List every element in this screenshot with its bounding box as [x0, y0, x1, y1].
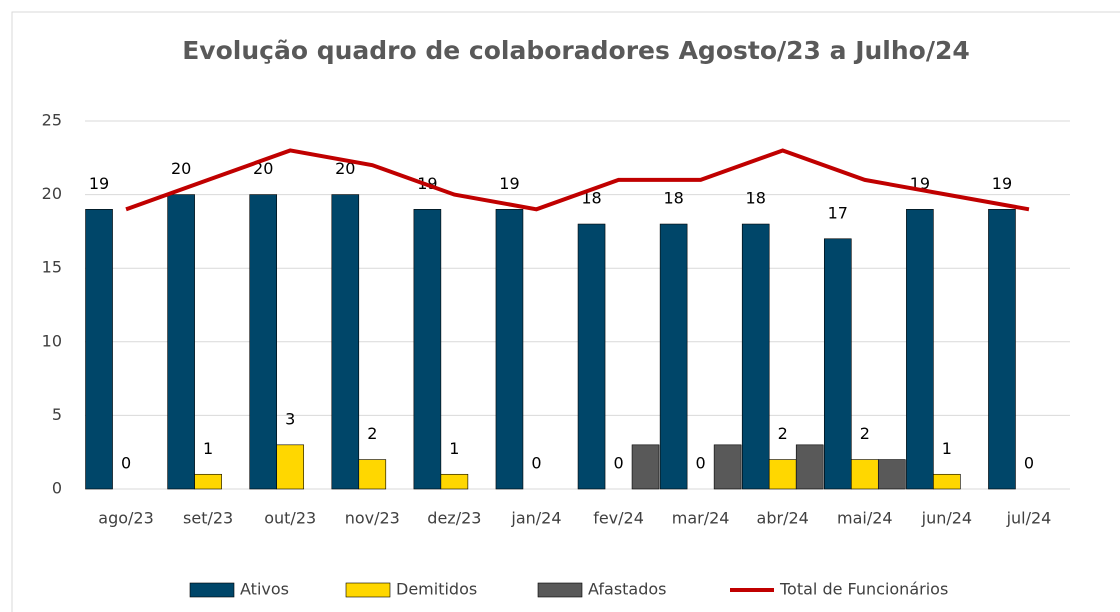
- y-tick-label: 10: [42, 331, 62, 350]
- y-tick-label: 15: [42, 258, 62, 277]
- legend-label: Demitidos: [396, 580, 477, 599]
- data-label: 2: [778, 424, 788, 443]
- bar: [823, 238, 852, 490]
- legend-label: Afastados: [588, 580, 667, 599]
- bar: [713, 444, 742, 490]
- data-label: 1: [449, 439, 459, 458]
- bar: [276, 444, 305, 490]
- chart-frame: [11, 11, 1120, 612]
- x-tick-label: mar/24: [672, 509, 730, 528]
- data-label: 2: [367, 424, 377, 443]
- line: [125, 148, 1030, 212]
- legend-swatch: [537, 582, 583, 598]
- data-label: 18: [746, 189, 766, 208]
- data-label: 20: [171, 159, 191, 178]
- x-tick-label: fev/24: [593, 509, 644, 528]
- bar: [249, 194, 278, 490]
- x-tick-label: jul/24: [1006, 509, 1052, 528]
- bar: [358, 459, 387, 490]
- bar: [194, 473, 222, 490]
- x-tick-label: set/23: [183, 509, 233, 528]
- x-tick-label: nov/23: [345, 509, 400, 528]
- x-tick-label: jun/24: [921, 509, 972, 528]
- bar: [659, 223, 688, 490]
- legend-swatch: [189, 582, 235, 598]
- data-label: 1: [203, 439, 213, 458]
- bar: [495, 209, 524, 490]
- bar: [741, 223, 770, 490]
- x-tick-label: out/23: [264, 509, 316, 528]
- y-tick-label: 20: [42, 184, 62, 203]
- bar: [768, 459, 797, 490]
- x-tick-label: dez/23: [427, 509, 481, 528]
- x-tick-label: ago/23: [98, 509, 154, 528]
- legend-label: Ativos: [240, 580, 289, 599]
- data-label: 0: [121, 454, 131, 473]
- x-tick-label: abr/24: [757, 509, 809, 528]
- bar: [795, 444, 824, 490]
- y-tick-label: 25: [42, 111, 62, 130]
- bar: [167, 194, 195, 490]
- bar: [331, 194, 360, 490]
- bar: [413, 209, 442, 490]
- data-label: 2: [860, 424, 870, 443]
- bar: [440, 473, 469, 490]
- legend-label: Total de Funcionários: [779, 580, 948, 599]
- chart-title: Evolução quadro de colaboradores Agosto/…: [182, 36, 970, 65]
- x-tick-label: mai/24: [837, 509, 893, 528]
- data-label: 1: [942, 439, 952, 458]
- data-label: 0: [613, 454, 623, 473]
- data-label: 17: [828, 203, 848, 222]
- data-label: 18: [663, 189, 683, 208]
- y-tick-label: 5: [52, 405, 62, 424]
- x-tick-label: jan/24: [510, 509, 561, 528]
- bar: [906, 209, 934, 490]
- bar: [631, 444, 660, 490]
- data-label: 19: [499, 174, 519, 193]
- data-label: 19: [992, 174, 1012, 193]
- bar: [577, 223, 606, 490]
- legend-swatch: [345, 582, 391, 598]
- data-label: 19: [89, 174, 109, 193]
- bar: [850, 459, 879, 490]
- data-label: 20: [335, 159, 355, 178]
- data-label: 0: [1024, 454, 1034, 473]
- data-label: 3: [285, 409, 295, 428]
- bar: [933, 473, 961, 490]
- data-label: 0: [696, 454, 706, 473]
- bar: [877, 459, 906, 490]
- data-label: 0: [531, 454, 541, 473]
- bar: [85, 209, 113, 490]
- y-tick-label: 0: [52, 479, 62, 498]
- bar: [988, 209, 1016, 490]
